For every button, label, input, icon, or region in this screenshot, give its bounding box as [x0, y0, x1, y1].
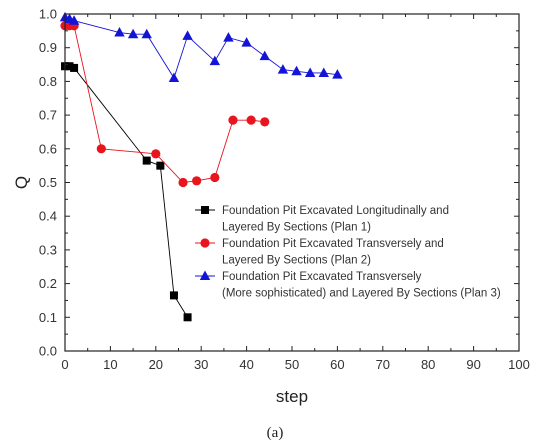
- data-point: [192, 176, 202, 186]
- data-point: [209, 55, 221, 66]
- data-point: [65, 62, 74, 71]
- x-tick-label: 80: [421, 357, 435, 372]
- x-tick-label: 70: [376, 357, 390, 372]
- series-line: [65, 25, 265, 183]
- y-tick-label: 0.1: [39, 310, 57, 325]
- figure-caption: (a): [267, 425, 284, 441]
- x-tick-label: 40: [239, 357, 253, 372]
- y-tick-label: 0.7: [39, 108, 57, 123]
- data-point: [68, 15, 80, 25]
- data-point: [127, 28, 139, 39]
- legend-label: Foundation Pit Excavated Transversely: [222, 271, 422, 283]
- y-tick-label: 0.3: [39, 242, 57, 257]
- data-point: [96, 144, 106, 154]
- y-tick-label: 0.6: [39, 141, 57, 156]
- legend-marker: [201, 206, 209, 214]
- y-tick-label: 0.5: [39, 175, 57, 190]
- legend-marker: [199, 270, 211, 280]
- series-line: [65, 65, 188, 318]
- legend-marker: [200, 238, 210, 248]
- legend-entry-2: Foundation Pit Excavated Transversely an…: [195, 238, 444, 267]
- data-point: [151, 149, 161, 159]
- x-tick-label: 90: [466, 357, 480, 372]
- y-tick-label: 0.0: [39, 344, 57, 359]
- y-axis-title: Q: [12, 176, 31, 189]
- plot-frame: [64, 13, 520, 352]
- data-point: [318, 67, 329, 77]
- legend-label: Foundation Pit Excavated Longitudinally …: [222, 205, 449, 217]
- data-point: [277, 64, 289, 74]
- data-point: [246, 115, 256, 125]
- series-3: [59, 11, 343, 83]
- legend: Foundation Pit Excavated Longitudinally …: [195, 205, 501, 300]
- data-point: [178, 177, 188, 188]
- data-point: [183, 313, 192, 322]
- legend-label: Layered By Sections (Plan 1): [222, 222, 371, 234]
- data-point: [70, 63, 79, 72]
- data-point: [228, 115, 238, 125]
- legend-label: Layered By Sections (Plan 2): [222, 255, 371, 267]
- data-point: [114, 27, 125, 37]
- legend-entry-1: Foundation Pit Excavated Longitudinally …: [195, 205, 449, 234]
- y-tick-label: 0.2: [39, 276, 57, 291]
- x-tick-label: 50: [285, 357, 299, 372]
- data-point: [169, 291, 178, 300]
- data-point: [141, 28, 152, 39]
- data-point: [156, 161, 165, 170]
- y-tick-label: 1.0: [39, 7, 57, 22]
- y-tick-label: 0.8: [39, 74, 57, 89]
- legend-label: Foundation Pit Excavated Transversely an…: [222, 238, 444, 250]
- legend-label: (More sophisticated) and Layered By Sect…: [222, 288, 501, 300]
- x-tick-label: 10: [103, 357, 117, 372]
- data-point: [332, 69, 343, 79]
- data-point: [142, 156, 151, 165]
- series-2: [60, 21, 270, 188]
- data-point: [259, 50, 270, 61]
- plot-area: [59, 11, 343, 322]
- data-point: [223, 32, 234, 42]
- data-point: [182, 30, 193, 40]
- x-tick-label: 0: [61, 357, 68, 372]
- data-point: [291, 65, 302, 76]
- y-tick-label: 0.4: [39, 209, 57, 224]
- data-point: [260, 117, 270, 127]
- series-1: [61, 62, 192, 322]
- data-point: [210, 172, 220, 183]
- data-point: [168, 72, 180, 83]
- data-point: [304, 67, 316, 77]
- x-tick-label: 20: [149, 357, 163, 372]
- x-axis-title: step: [276, 387, 308, 406]
- x-tick-label: 30: [194, 357, 208, 372]
- data-point: [241, 37, 252, 47]
- axes: 0 10 20 30 40 50 60 70 80 90 100 0.0 0.1 0.2 0.3 0.4 0.5…: [39, 7, 530, 373]
- x-tick-label: 100: [508, 357, 530, 372]
- x-tick-label: 60: [330, 357, 344, 372]
- y-tick-label: 0.9: [39, 40, 57, 55]
- legend-entry-3: Foundation Pit Excavated Transversely (Mo…: [195, 270, 501, 300]
